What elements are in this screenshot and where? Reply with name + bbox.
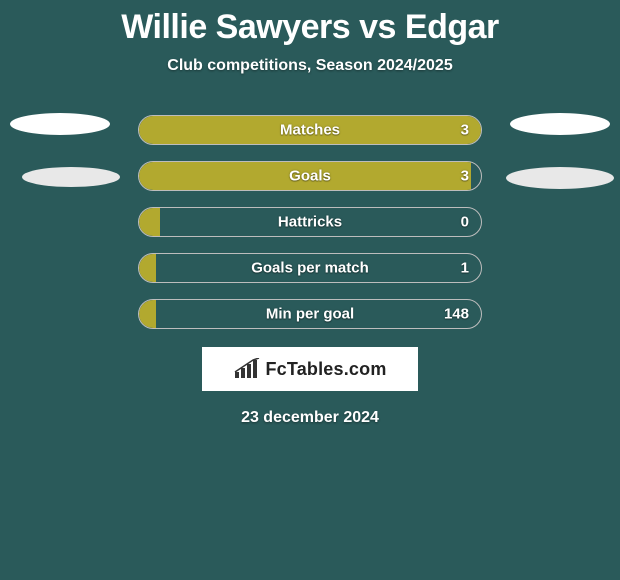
bar-hattricks-fill <box>139 208 160 236</box>
bar-hattricks-label: Hattricks <box>278 214 342 231</box>
logo-chart-icon <box>233 358 261 380</box>
bars-container: Matches 3 Goals 3 Hattricks 0 Goals per … <box>138 115 482 329</box>
bar-goals-per-match-fill <box>139 254 156 282</box>
ellipse-right-1 <box>510 113 610 135</box>
ellipse-left-1 <box>10 113 110 135</box>
bar-goals: Goals 3 <box>138 161 482 191</box>
ellipse-left-2 <box>22 167 120 187</box>
bar-hattricks-value: 0 <box>461 214 469 231</box>
logo-text: FcTables.com <box>265 359 386 380</box>
bar-hattricks: Hattricks 0 <box>138 207 482 237</box>
bar-goals-value: 3 <box>461 168 469 185</box>
page-title: Willie Sawyers vs Edgar <box>0 0 620 47</box>
bar-min-per-goal-value: 148 <box>444 306 469 323</box>
ellipse-right-2 <box>506 167 614 189</box>
bar-min-per-goal-label: Min per goal <box>266 306 354 323</box>
bar-matches-label: Matches <box>280 122 340 139</box>
bar-goals-label: Goals <box>289 168 331 185</box>
bar-goals-per-match-value: 1 <box>461 260 469 277</box>
bar-min-per-goal-fill <box>139 300 156 328</box>
bar-goals-per-match: Goals per match 1 <box>138 253 482 283</box>
bar-goals-per-match-label: Goals per match <box>251 260 369 277</box>
comparison-chart: Matches 3 Goals 3 Hattricks 0 Goals per … <box>0 115 620 427</box>
subtitle: Club competitions, Season 2024/2025 <box>0 57 620 75</box>
branding-logo: FcTables.com <box>202 347 418 391</box>
bar-matches: Matches 3 <box>138 115 482 145</box>
bar-matches-value: 3 <box>461 122 469 139</box>
bar-min-per-goal: Min per goal 148 <box>138 299 482 329</box>
footer-date: 23 december 2024 <box>0 409 620 427</box>
